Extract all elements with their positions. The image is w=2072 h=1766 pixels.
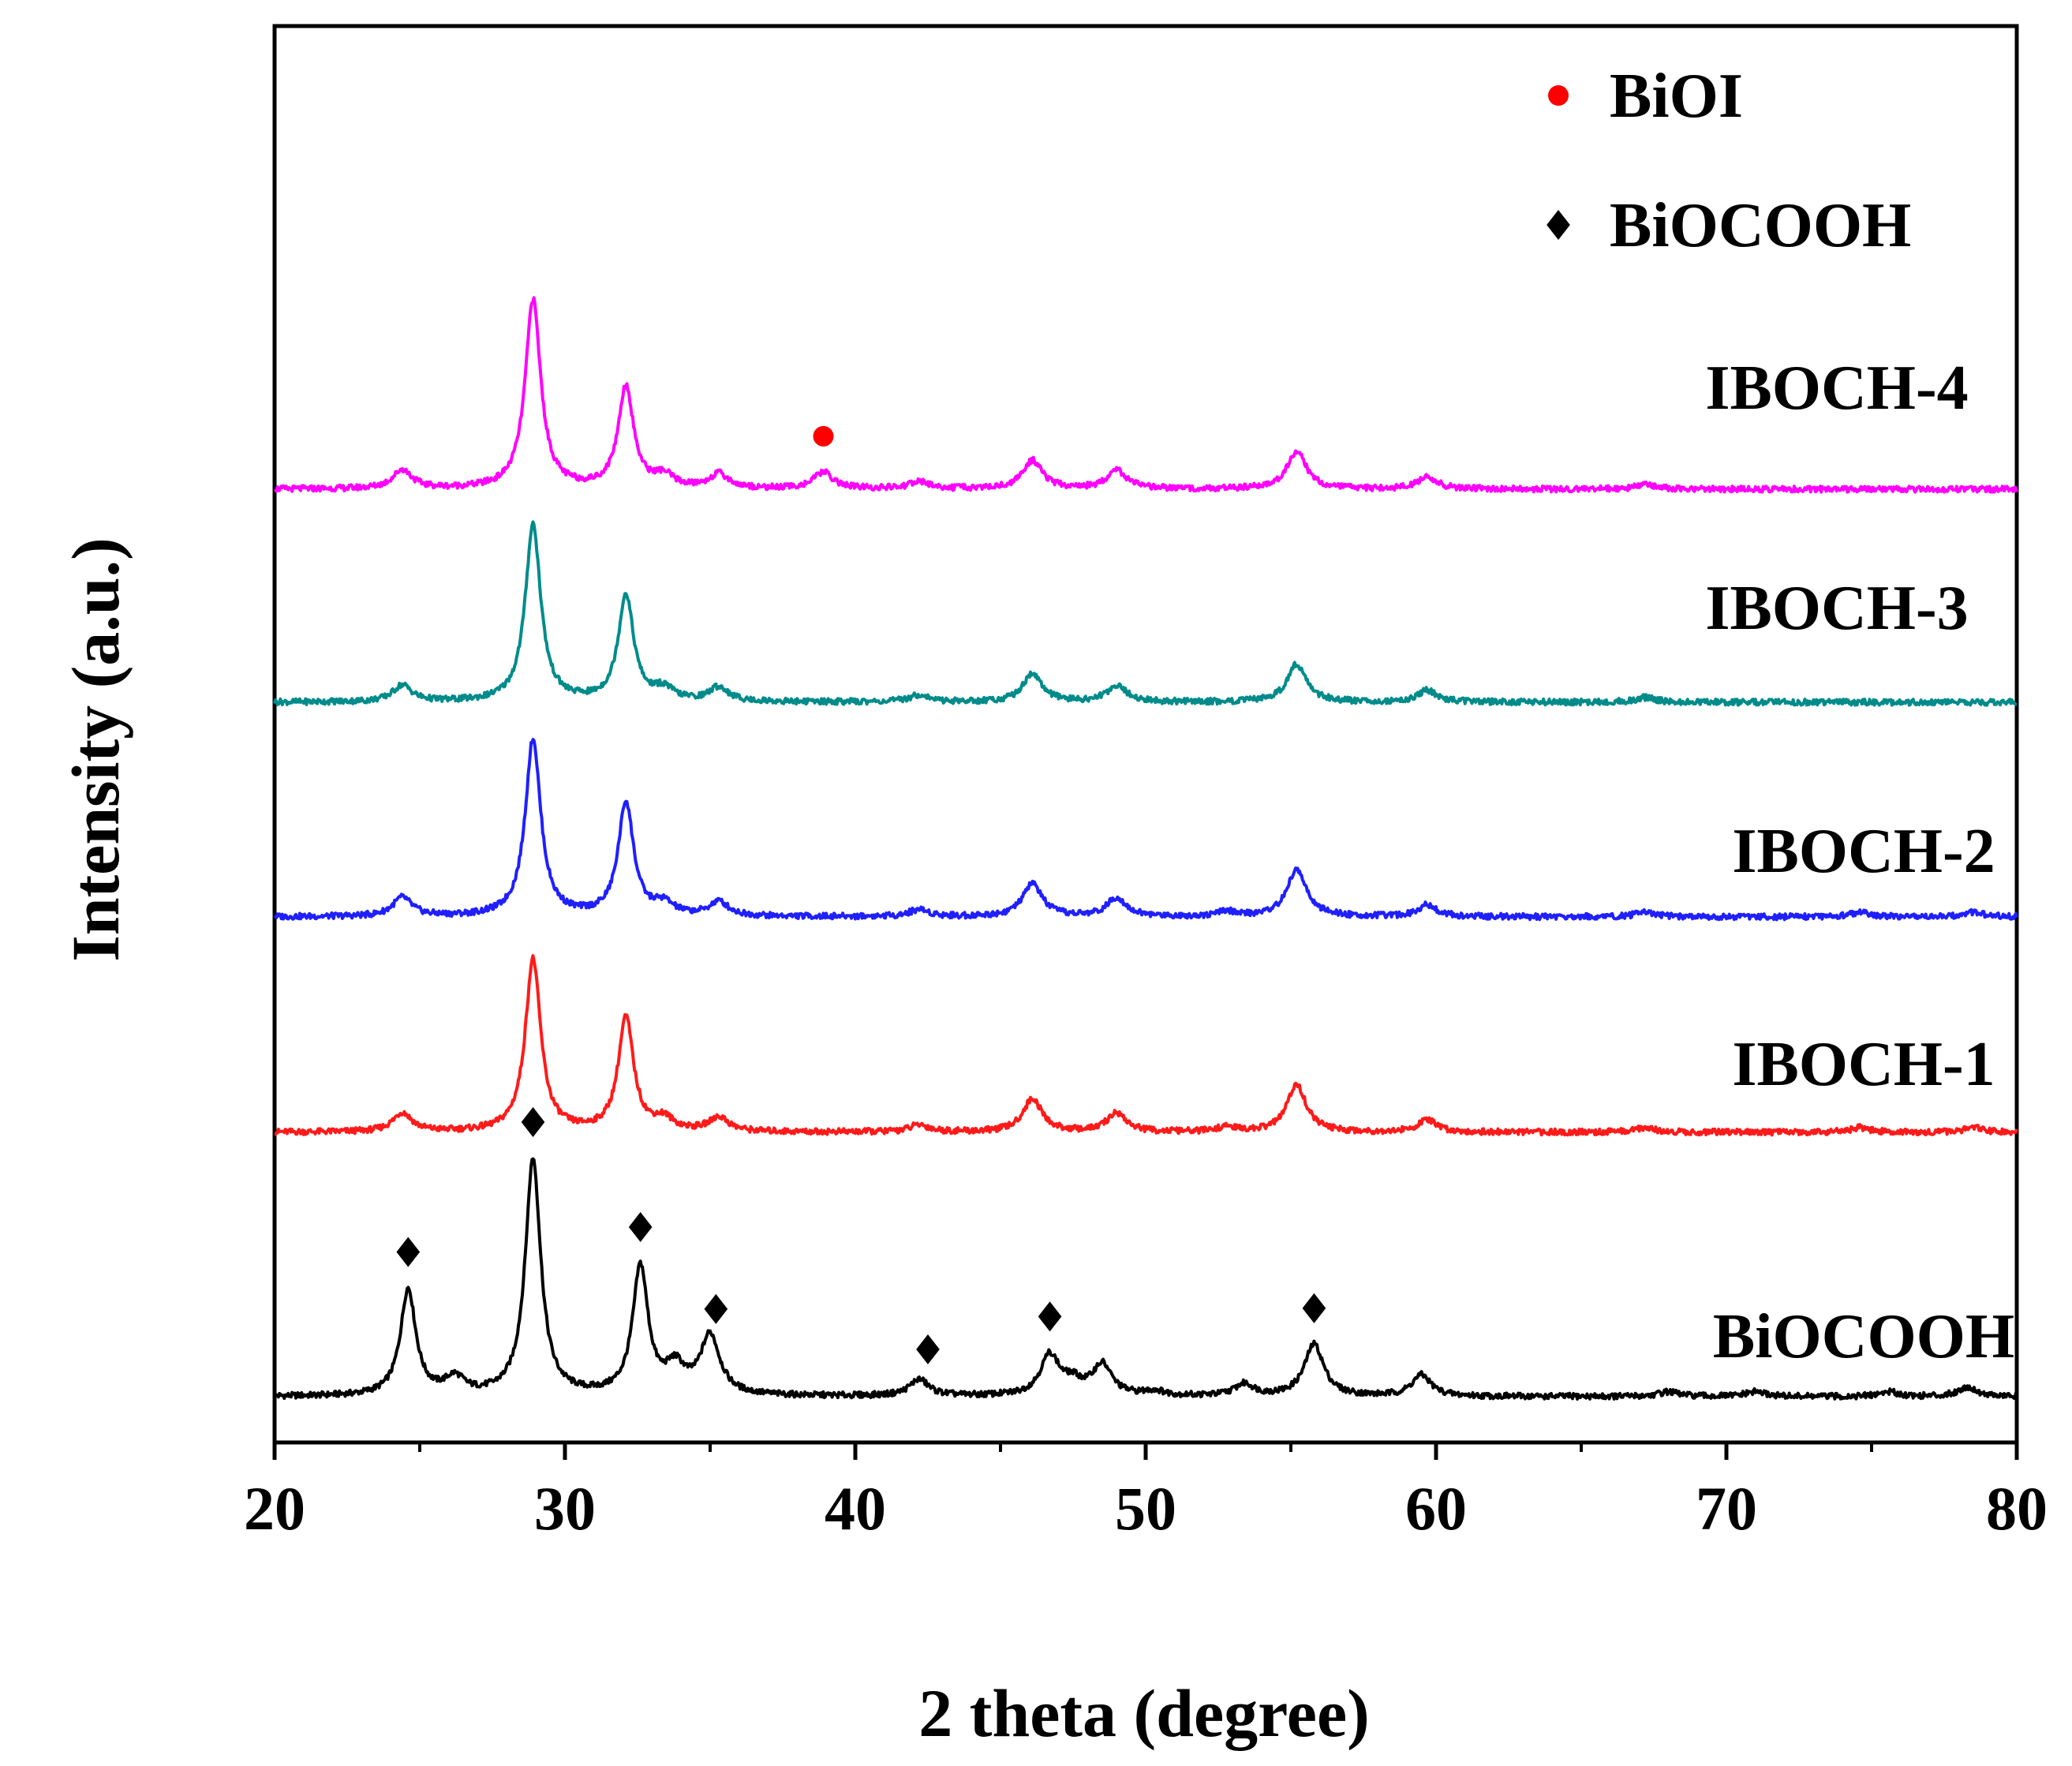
diamond-marker bbox=[916, 1334, 940, 1365]
legend: BiOI BiOCOOH bbox=[1547, 62, 1911, 260]
diamond-marker bbox=[1038, 1301, 1062, 1332]
x-axis-ticks: 20 30 40 50 60 70 80 bbox=[244, 1442, 2048, 1543]
series-line-iboch-3 bbox=[273, 520, 2018, 707]
y-axis-title: Intensity (a.u.) bbox=[58, 537, 133, 962]
diamond-marker bbox=[396, 1237, 421, 1267]
series-label-iboch-2: IBOCH-2 bbox=[1732, 817, 1995, 886]
diamond-marker bbox=[521, 1106, 545, 1137]
x-tick-label: 80 bbox=[1986, 1474, 2048, 1543]
series-line-biocooh bbox=[273, 1157, 2018, 1401]
diamond-marker bbox=[704, 1293, 728, 1324]
legend-circle-icon bbox=[1548, 85, 1569, 106]
peak-markers bbox=[396, 425, 1326, 1365]
series-label-iboch-3: IBOCH-3 bbox=[1705, 574, 1968, 643]
x-tick-label: 70 bbox=[1696, 1474, 1757, 1543]
series-labels: BiOCOOH IBOCH-1 IBOCH-2 IBOCH-3 IBOCH-4 bbox=[1705, 354, 2014, 1371]
x-tick-label: 30 bbox=[534, 1474, 596, 1543]
diamond-marker bbox=[628, 1211, 653, 1242]
x-tick-label: 50 bbox=[1115, 1474, 1176, 1543]
series-label-iboch-1: IBOCH-1 bbox=[1732, 1030, 1995, 1099]
series-label-iboch-4: IBOCH-4 bbox=[1705, 354, 1968, 423]
diamond-marker bbox=[1547, 210, 1570, 240]
series-line-iboch-2 bbox=[273, 738, 2018, 922]
legend-label-bioi: BiOI bbox=[1610, 62, 1743, 131]
series-label-biocooh: BiOCOOH bbox=[1713, 1302, 2014, 1371]
x-axis-title: 2 theta (degree) bbox=[918, 1675, 1370, 1751]
circle-marker bbox=[813, 425, 834, 447]
legend-label-biocooh: BiOCOOH bbox=[1610, 191, 1911, 260]
x-tick-label: 40 bbox=[825, 1474, 886, 1543]
x-tick-label: 20 bbox=[244, 1474, 305, 1543]
series-line-iboch-4 bbox=[273, 296, 2018, 494]
series-layer bbox=[273, 296, 2018, 1401]
x-tick-label: 60 bbox=[1405, 1474, 1467, 1543]
series-line-iboch-1 bbox=[274, 954, 2018, 1137]
diamond-marker bbox=[1302, 1293, 1326, 1323]
